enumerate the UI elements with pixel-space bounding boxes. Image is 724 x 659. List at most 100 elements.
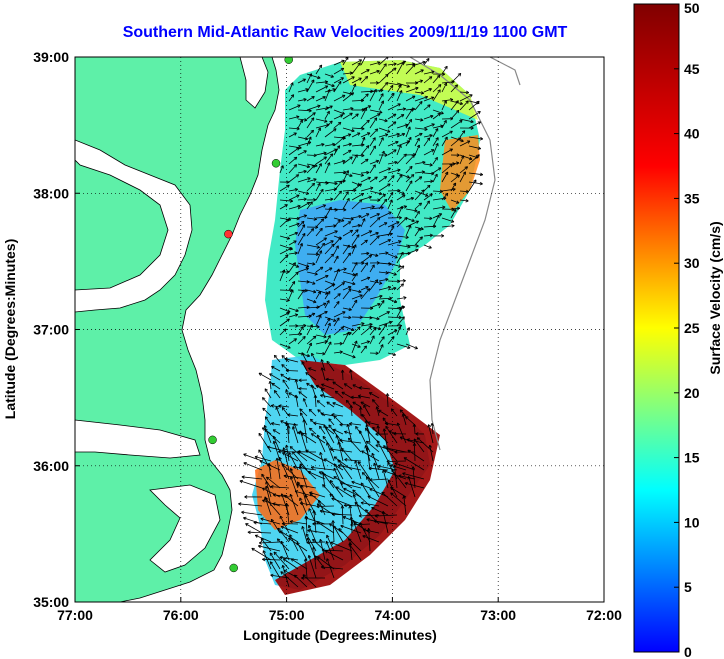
velocity-vector bbox=[297, 221, 305, 228]
velocity-vector bbox=[332, 520, 335, 543]
velocity-vector bbox=[459, 118, 474, 123]
velocity-vector-head bbox=[369, 317, 373, 320]
velocity-vector bbox=[387, 253, 398, 259]
velocity-vector-head bbox=[380, 137, 384, 140]
velocity-vector-head bbox=[420, 119, 424, 122]
velocity-vector-head bbox=[352, 83, 356, 87]
velocity-vector-head bbox=[354, 299, 357, 302]
velocity-vector-head bbox=[329, 480, 332, 484]
velocity-vector-head bbox=[346, 399, 350, 402]
velocity-vector-head bbox=[258, 541, 263, 544]
velocity-vector bbox=[396, 343, 411, 349]
velocity-vector bbox=[297, 136, 308, 140]
velocity-vector bbox=[414, 226, 424, 230]
velocity-vector bbox=[369, 488, 389, 498]
velocity-vector-head bbox=[280, 373, 283, 377]
velocity-vector-head bbox=[286, 422, 290, 426]
velocity-vector-head bbox=[288, 217, 292, 221]
velocity-vector bbox=[315, 107, 329, 111]
velocity-vector bbox=[315, 334, 327, 338]
velocity-vector bbox=[324, 283, 335, 291]
velocity-vector bbox=[333, 219, 341, 228]
velocity-vector bbox=[279, 307, 291, 313]
velocity-vector-head bbox=[402, 473, 405, 476]
velocity-vector-head bbox=[330, 480, 334, 482]
velocity-vector bbox=[309, 493, 326, 507]
velocity-vector bbox=[360, 262, 369, 273]
velocity-vector bbox=[333, 311, 346, 318]
velocity-vector-head bbox=[287, 185, 290, 188]
velocity-vector bbox=[288, 188, 298, 192]
velocity-vector-head bbox=[438, 75, 441, 79]
velocity-vector-head bbox=[296, 128, 300, 131]
velocity-vector-head bbox=[285, 368, 289, 371]
velocity-vector bbox=[323, 458, 344, 471]
velocity-vector-head bbox=[332, 429, 336, 433]
velocity-vector-head bbox=[294, 574, 296, 578]
velocity-vector-head bbox=[401, 413, 404, 417]
velocity-vector-head bbox=[423, 189, 425, 193]
velocity-vector-head bbox=[376, 406, 380, 410]
velocity-vector bbox=[285, 370, 299, 372]
velocity-vector-head bbox=[394, 121, 397, 125]
velocity-vector-head bbox=[351, 247, 355, 249]
velocity-vector-head bbox=[348, 538, 350, 542]
velocity-vector-head bbox=[341, 218, 345, 222]
velocity-vector bbox=[378, 193, 386, 201]
velocity-vector-head bbox=[442, 206, 446, 210]
velocity-vector bbox=[315, 143, 325, 147]
velocity-vector bbox=[297, 190, 309, 195]
velocity-vector bbox=[333, 60, 345, 66]
velocity-vector-head bbox=[350, 396, 354, 400]
velocity-vector-head bbox=[400, 251, 404, 255]
velocity-vector-head bbox=[291, 426, 294, 430]
velocity-vector bbox=[369, 70, 380, 75]
velocity-vector-head bbox=[327, 335, 331, 338]
velocity-vector-head bbox=[479, 183, 483, 186]
velocity-vector-head bbox=[420, 92, 424, 95]
velocity-vector bbox=[441, 99, 453, 102]
velocity-vector-head bbox=[341, 448, 343, 452]
velocity-vector bbox=[308, 408, 317, 417]
velocity-vector-head bbox=[313, 178, 317, 182]
velocity-vector bbox=[369, 164, 376, 174]
velocity-vector-head bbox=[343, 209, 347, 212]
velocity-vector bbox=[330, 541, 353, 552]
velocity-vector-head bbox=[379, 295, 383, 299]
velocity-vector bbox=[385, 425, 398, 444]
velocity-vector-head bbox=[312, 546, 314, 550]
velocity-vector bbox=[405, 174, 415, 183]
velocity-vector-head bbox=[398, 240, 402, 244]
velocity-vector bbox=[243, 453, 263, 462]
velocity-vector-head bbox=[440, 124, 444, 127]
velocity-vector-head bbox=[303, 419, 306, 423]
velocity-vector-head bbox=[331, 74, 334, 78]
velocity-vector-head bbox=[370, 307, 374, 311]
velocity-vector-head bbox=[278, 451, 282, 454]
velocity-vector bbox=[387, 298, 398, 303]
velocity-vector bbox=[441, 65, 448, 75]
velocity-vector bbox=[316, 505, 335, 507]
velocity-vector-head bbox=[431, 70, 435, 72]
velocity-vector-head bbox=[466, 90, 470, 93]
velocity-vector-head bbox=[359, 77, 362, 81]
velocity-vector bbox=[441, 163, 453, 174]
velocity-vector bbox=[297, 150, 307, 156]
velocity-vector-head bbox=[360, 406, 363, 410]
velocity-vector-head bbox=[460, 101, 463, 105]
velocity-vector-head bbox=[295, 174, 299, 176]
velocity-vector bbox=[305, 558, 308, 579]
velocity-vector-head bbox=[273, 355, 276, 359]
velocity-vector-head bbox=[303, 325, 307, 328]
velocity-vector-head bbox=[320, 394, 323, 398]
velocity-vector bbox=[450, 172, 459, 176]
velocity-vector-head bbox=[305, 372, 308, 376]
velocity-vector-head bbox=[316, 306, 320, 309]
velocity-vector-head bbox=[455, 100, 459, 103]
velocity-vector-head bbox=[420, 133, 423, 137]
velocity-vector-head bbox=[413, 423, 417, 427]
velocity-vector-head bbox=[321, 359, 324, 362]
velocity-vector bbox=[316, 521, 335, 534]
velocity-vector bbox=[342, 57, 349, 66]
velocity-vector-head bbox=[351, 481, 354, 485]
